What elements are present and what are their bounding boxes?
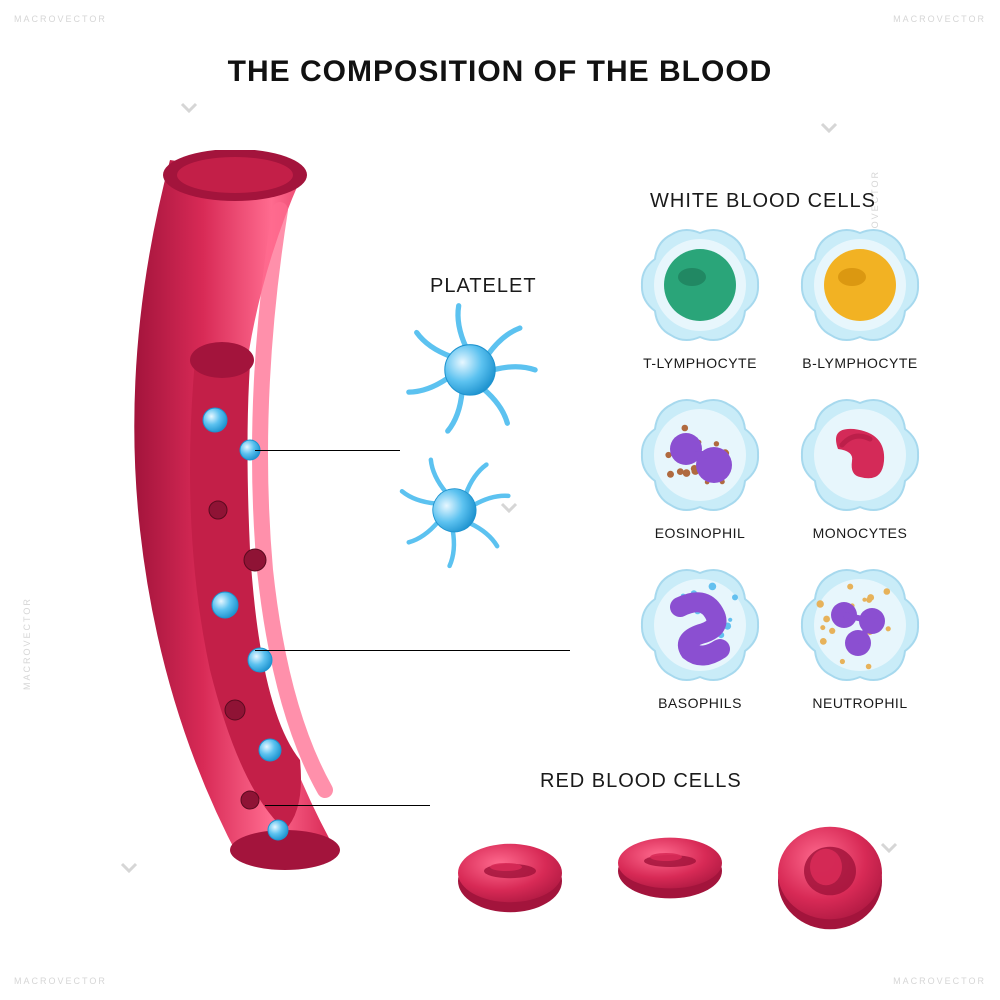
rbc-icon <box>765 820 895 935</box>
watermark-tr: MACROVECTOR <box>893 14 986 24</box>
watermark-br: MACROVECTOR <box>893 976 986 986</box>
wbc-monocytes <box>796 391 924 519</box>
page-title: THE COMPOSITION OF THE BLOOD <box>0 55 1000 89</box>
leader-line <box>255 450 400 451</box>
platelet-section-label: PLATELET <box>430 275 537 298</box>
watermark-tl: MACROVECTOR <box>14 14 107 24</box>
watermark-chevron <box>500 500 518 518</box>
wbc-label-basophils: BASOPHILS <box>635 695 765 711</box>
wbc-neutrophil <box>796 561 924 689</box>
wbc-label-t-lymphocyte: T-LYMPHOCYTE <box>635 355 765 371</box>
watermark-bl: MACROVECTOR <box>14 976 107 986</box>
watermark-chevron <box>120 860 138 878</box>
wbc-eosinophil <box>636 391 764 519</box>
white-cells-section-label: WHITE BLOOD CELLS <box>650 190 876 213</box>
wbc-t-lymphocyte <box>636 221 764 349</box>
leader-line <box>255 650 570 651</box>
wbc-b-lymphocyte <box>796 221 924 349</box>
watermark-chevron <box>880 840 898 858</box>
wbc-label-b-lymphocyte: B-LYMPHOCYTE <box>795 355 925 371</box>
watermark-chevron <box>180 100 198 118</box>
wbc-basophils <box>636 561 764 689</box>
wbc-label-monocytes: MONOCYTES <box>795 525 925 541</box>
leader-line <box>265 805 430 806</box>
platelet-icon <box>397 296 544 448</box>
red-cells-section-label: RED BLOOD CELLS <box>540 770 742 793</box>
blood-vessel-illustration <box>100 150 380 885</box>
watermark-chevron <box>820 120 838 138</box>
watermark-l1: MACROVECTOR <box>22 597 32 690</box>
rbc-icon <box>445 820 575 935</box>
wbc-label-neutrophil: NEUTROPHIL <box>795 695 925 711</box>
rbc-icon <box>605 810 735 925</box>
wbc-label-eosinophil: EOSINOPHIL <box>635 525 765 541</box>
